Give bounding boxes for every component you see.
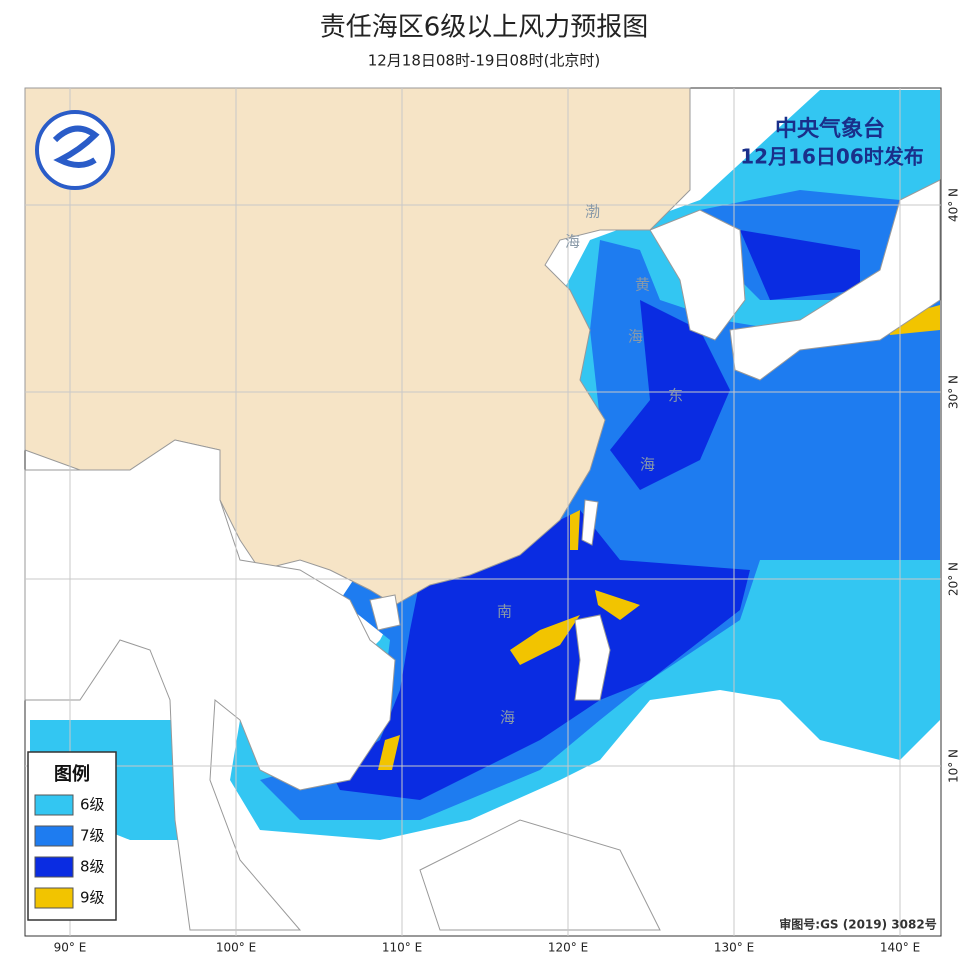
zone-9 xyxy=(378,735,400,770)
lon-label: 140° E xyxy=(880,941,920,955)
title: 责任海区6级以上风力预报图 xyxy=(320,13,649,43)
legend-swatch xyxy=(34,794,74,816)
korea xyxy=(649,209,746,341)
japan xyxy=(729,179,941,381)
legend-label: 9级 xyxy=(80,889,105,907)
issue-time: 12月16日06时发布 xyxy=(740,145,924,169)
legend: 图例 6级 7级 8级 9级 xyxy=(27,751,117,921)
legend-label: 6级 xyxy=(80,796,105,814)
sea-label: 黄 xyxy=(635,276,650,294)
legend-swatch xyxy=(34,856,74,878)
lon-label: 120° E xyxy=(548,941,588,955)
land xyxy=(24,87,941,931)
philippines xyxy=(574,614,611,701)
sea-label: 渤 xyxy=(585,203,600,221)
borneo xyxy=(419,819,661,931)
graticule: 90° E 100° E 110° E 120° E 130° E 140° E 10° N… xyxy=(25,88,961,955)
approval-number: 审图号:GS (2019) 3082号 xyxy=(779,917,936,932)
lon-label: 110° E xyxy=(382,941,422,955)
legend-label: 8级 xyxy=(80,858,105,876)
lat-label: 10° N xyxy=(947,749,961,783)
sea-label: 东 xyxy=(668,387,683,405)
legend-label: 7级 xyxy=(80,827,105,845)
zone-9 xyxy=(510,615,580,665)
zone-9 xyxy=(595,590,640,620)
agency: 中央气象台 xyxy=(775,116,885,142)
legend-title: 图例 xyxy=(54,763,90,785)
zone-8 xyxy=(740,230,860,300)
taiwan xyxy=(581,499,599,546)
subtitle: 12月18日08时-19日08时(北京时) xyxy=(368,52,601,70)
logo xyxy=(35,110,115,190)
sea-label: 海 xyxy=(628,328,643,346)
indochina xyxy=(24,439,396,931)
legend-swatch xyxy=(34,887,74,909)
legend-items: 6级 7级 8级 9级 xyxy=(34,794,105,909)
sea-label: 海 xyxy=(640,456,655,474)
zone-9 xyxy=(570,510,580,550)
lon-label: 130° E xyxy=(714,941,754,955)
sea-label: 南 xyxy=(497,603,512,621)
lat-label: 40° N xyxy=(947,188,961,222)
sea-label: 海 xyxy=(565,233,580,251)
hainan xyxy=(369,594,401,631)
lat-label: 20° N xyxy=(947,562,961,596)
sea-label: 海 xyxy=(500,709,515,727)
legend-swatch xyxy=(34,825,74,847)
lat-label: 30° N xyxy=(947,375,961,409)
lon-label: 100° E xyxy=(216,941,256,955)
zone-8 xyxy=(610,300,730,490)
lon-label: 90° E xyxy=(54,941,87,955)
